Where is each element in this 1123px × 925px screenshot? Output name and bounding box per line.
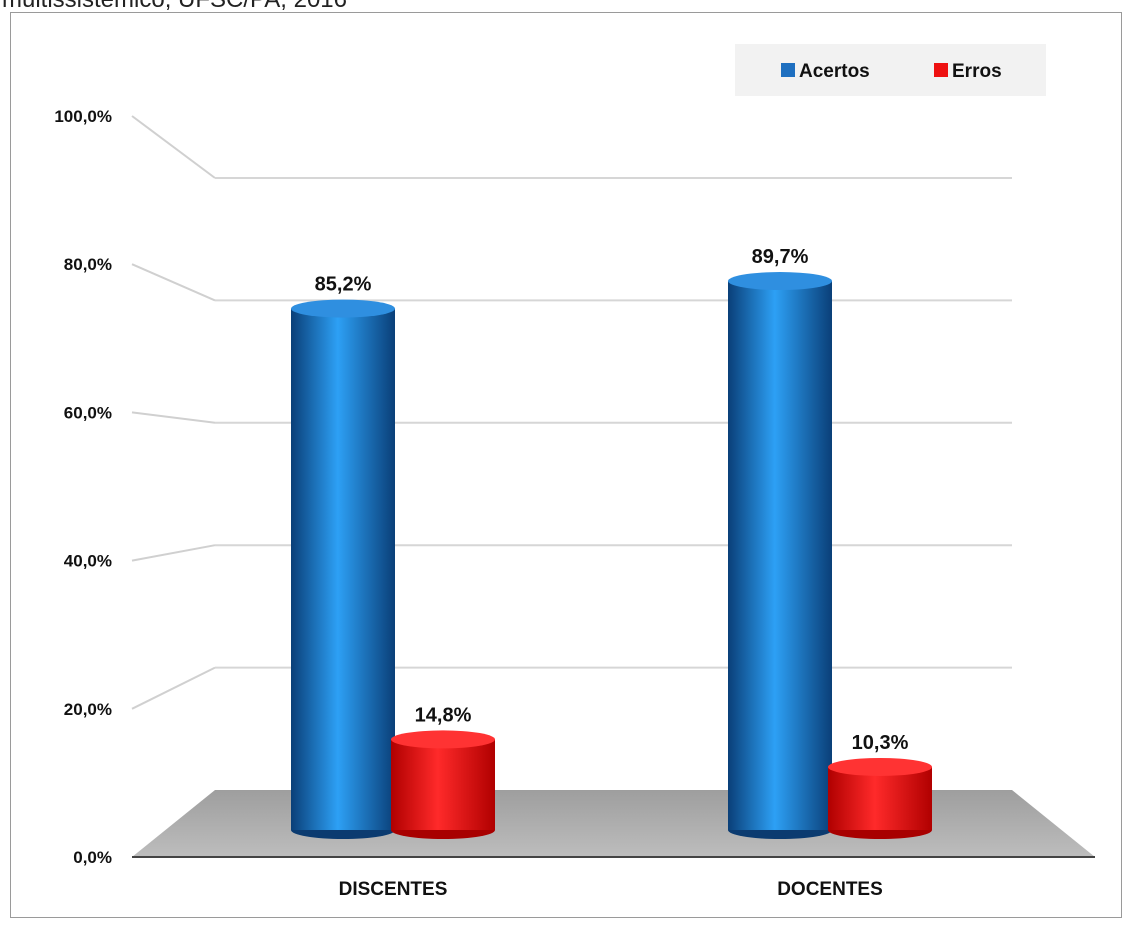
bar-body bbox=[728, 281, 832, 830]
y-tick-label: 40,0% bbox=[64, 552, 112, 571]
legend-label-erros: Erros bbox=[952, 61, 1002, 82]
y-tick-label: 100,0% bbox=[54, 107, 112, 126]
y-tick-label: 80,0% bbox=[64, 255, 112, 274]
gridline-diagonal bbox=[132, 116, 215, 178]
data-label: 85,2% bbox=[315, 274, 372, 296]
y-tick-label: 20,0% bbox=[64, 700, 112, 719]
bar-top bbox=[728, 272, 832, 290]
x-category-label: DOCENTES bbox=[777, 879, 883, 900]
bars-layer bbox=[291, 272, 932, 839]
bar-acertos-discentes bbox=[291, 300, 395, 839]
gridline-diagonal bbox=[132, 545, 215, 560]
legend: Acertos Erros bbox=[735, 44, 1046, 96]
bar-top bbox=[828, 758, 932, 776]
legend-swatch-erros bbox=[934, 63, 948, 77]
bar-body bbox=[291, 309, 395, 830]
bar-erros-discentes bbox=[391, 730, 495, 839]
bar-top bbox=[391, 730, 495, 748]
gridline-diagonal bbox=[132, 668, 215, 709]
bar-body bbox=[828, 767, 932, 830]
bar-acertos-docentes bbox=[728, 272, 832, 839]
bar-top bbox=[291, 300, 395, 318]
x-category-label: DISCENTES bbox=[339, 879, 448, 900]
bar-body bbox=[391, 739, 495, 830]
data-label: 89,7% bbox=[752, 246, 809, 268]
y-tick-label: 0,0% bbox=[73, 848, 112, 867]
bar-erros-docentes bbox=[828, 758, 932, 839]
y-tick-label: 60,0% bbox=[64, 403, 112, 422]
legend-swatch-acertos bbox=[781, 63, 795, 77]
data-label: 10,3% bbox=[852, 732, 909, 754]
gridline-diagonal bbox=[132, 264, 215, 300]
floor-plane bbox=[132, 790, 1095, 857]
chart-floor bbox=[132, 790, 1095, 857]
legend-label-acertos: Acertos bbox=[799, 61, 870, 82]
gridline-diagonal bbox=[132, 412, 215, 422]
data-label: 14,8% bbox=[415, 704, 472, 726]
